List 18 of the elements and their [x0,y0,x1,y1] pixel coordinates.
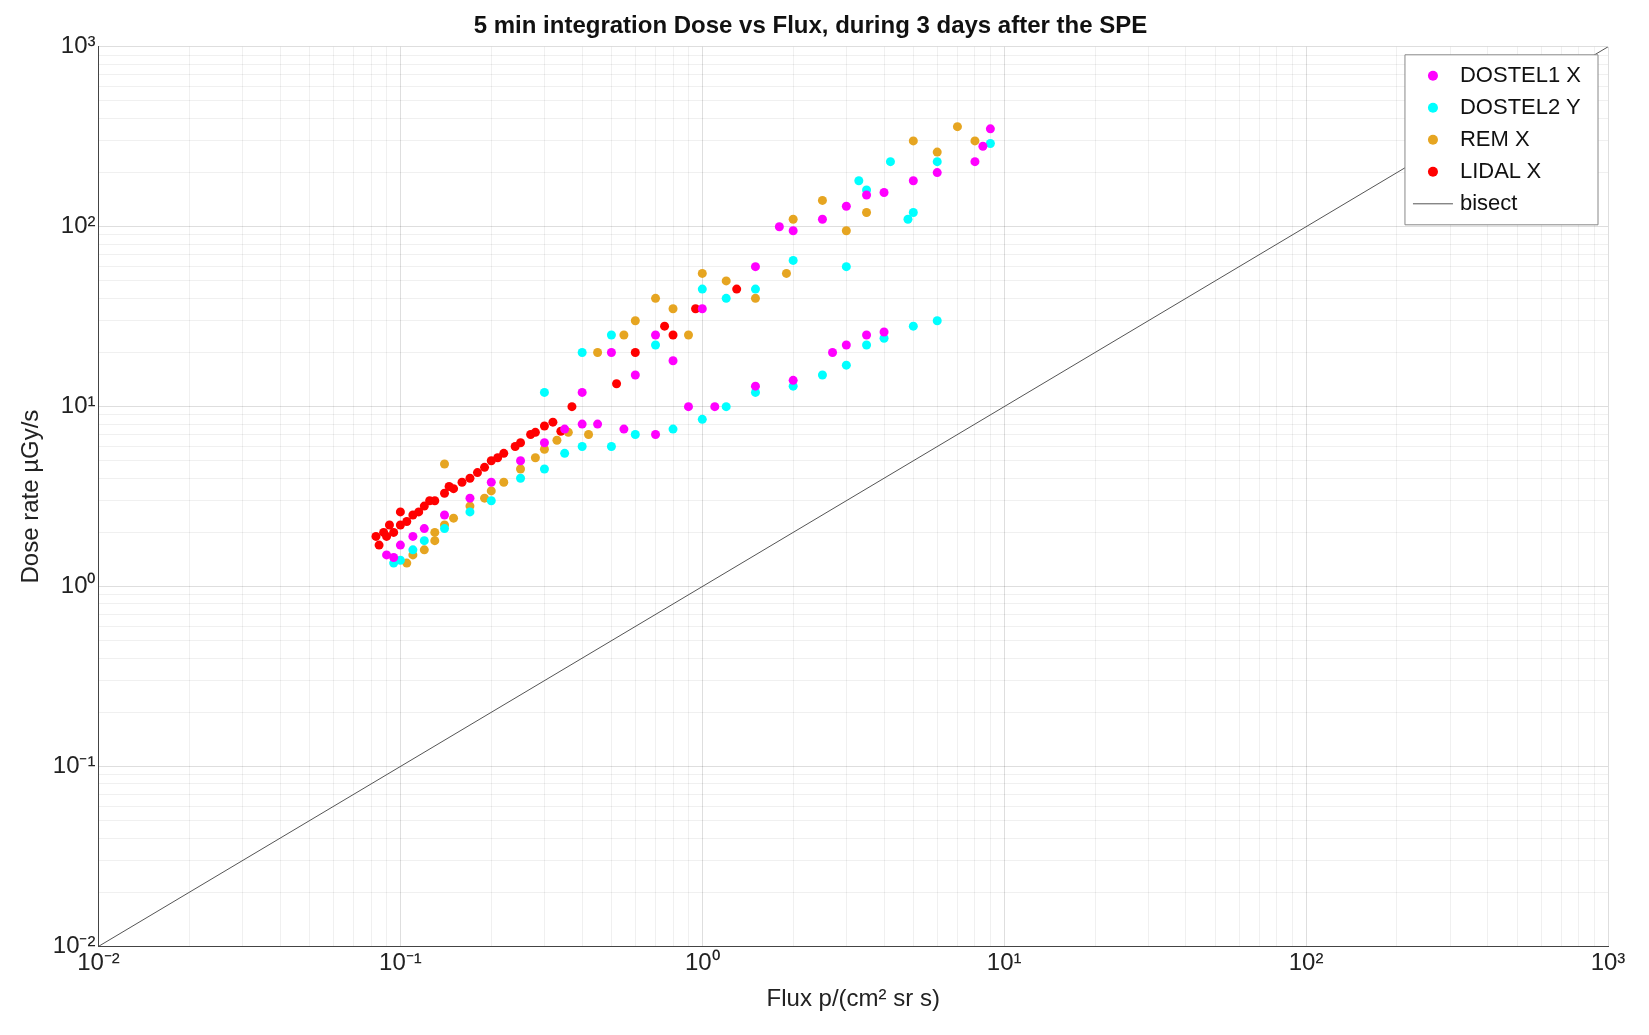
x-tick-label: 10³ [1590,948,1626,976]
legend-label: DOSTEL1 X [1459,61,1582,87]
x-tick-label: 10¹ [986,948,1022,976]
legend-label: bisect [1459,189,1518,215]
legend-label: LIDAL X [1459,157,1542,183]
legend-label: DOSTEL2 Y [1459,93,1581,119]
chart-title: 5 min integration Dose vs Flux, during 3 days after the SPE [473,11,1148,39]
y-axis-title: Dose rate µGy/s [16,409,44,584]
x-tick-label: 10⁻¹ [379,948,422,976]
x-tick-label: 10⁰ [684,948,720,976]
y-tick-label: 10² [60,211,96,239]
x-tick-label: 10² [1288,948,1324,976]
y-tick-label: 10³ [60,31,96,59]
y-tick-label: 10¹ [60,391,96,419]
x-axis-title: Flux p/(cm² sr s) [766,984,940,1012]
legend-label: REM X [1459,125,1530,151]
y-tick-label: 10⁻¹ [52,751,96,779]
y-tick-label: 10⁰ [60,571,96,599]
